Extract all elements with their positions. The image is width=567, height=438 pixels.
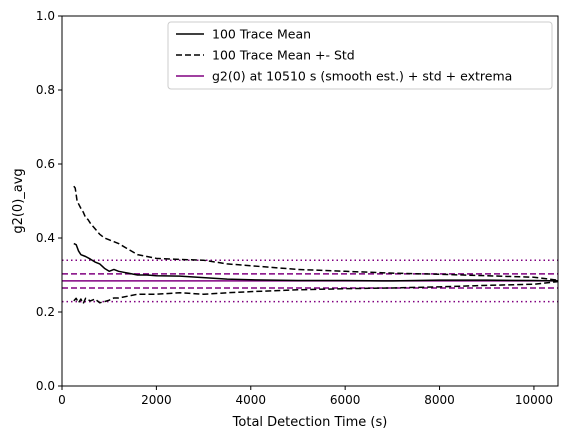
series-line-1 xyxy=(73,185,558,281)
y-tick-label: 0.2 xyxy=(36,305,55,319)
y-tick-label: 0.0 xyxy=(36,379,55,393)
x-axis-ticks: 0 2000 4000 6000 8000 10000 xyxy=(58,386,553,407)
y-tick-label: 0.4 xyxy=(36,231,55,245)
legend-label: 100 Trace Mean +- Std xyxy=(212,48,355,63)
x-axis-label: Total Detection Time (s) xyxy=(232,415,388,430)
x-tick-label: 4000 xyxy=(235,393,266,407)
series-line-0 xyxy=(73,242,558,282)
x-tick-label: 6000 xyxy=(330,393,361,407)
plot-frame xyxy=(61,15,559,387)
legend: 100 Trace Mean 100 Trace Mean +- Std g2(0)… xyxy=(167,21,553,90)
legend-label: 100 Trace Mean xyxy=(212,27,311,42)
series-lines xyxy=(73,185,558,305)
x-tick-label: 0 xyxy=(58,393,66,407)
x-tick-label: 10000 xyxy=(515,393,553,407)
y-tick-label: 0.8 xyxy=(36,83,55,97)
y-axis-label: g2(0)_avg xyxy=(11,168,26,233)
y-tick-label: 1.0 xyxy=(36,9,55,23)
legend-box xyxy=(167,21,553,90)
series-line-2 xyxy=(73,280,558,305)
y-axis-ticks: 0.0 0.2 0.4 0.6 0.8 1.0 xyxy=(36,9,62,393)
x-tick-label: 2000 xyxy=(141,393,172,407)
legend-label: g2(0) at 10510 s (smooth est.) + std + e… xyxy=(212,69,512,84)
x-tick-label: 8000 xyxy=(424,393,455,407)
y-tick-label: 0.6 xyxy=(36,157,55,171)
